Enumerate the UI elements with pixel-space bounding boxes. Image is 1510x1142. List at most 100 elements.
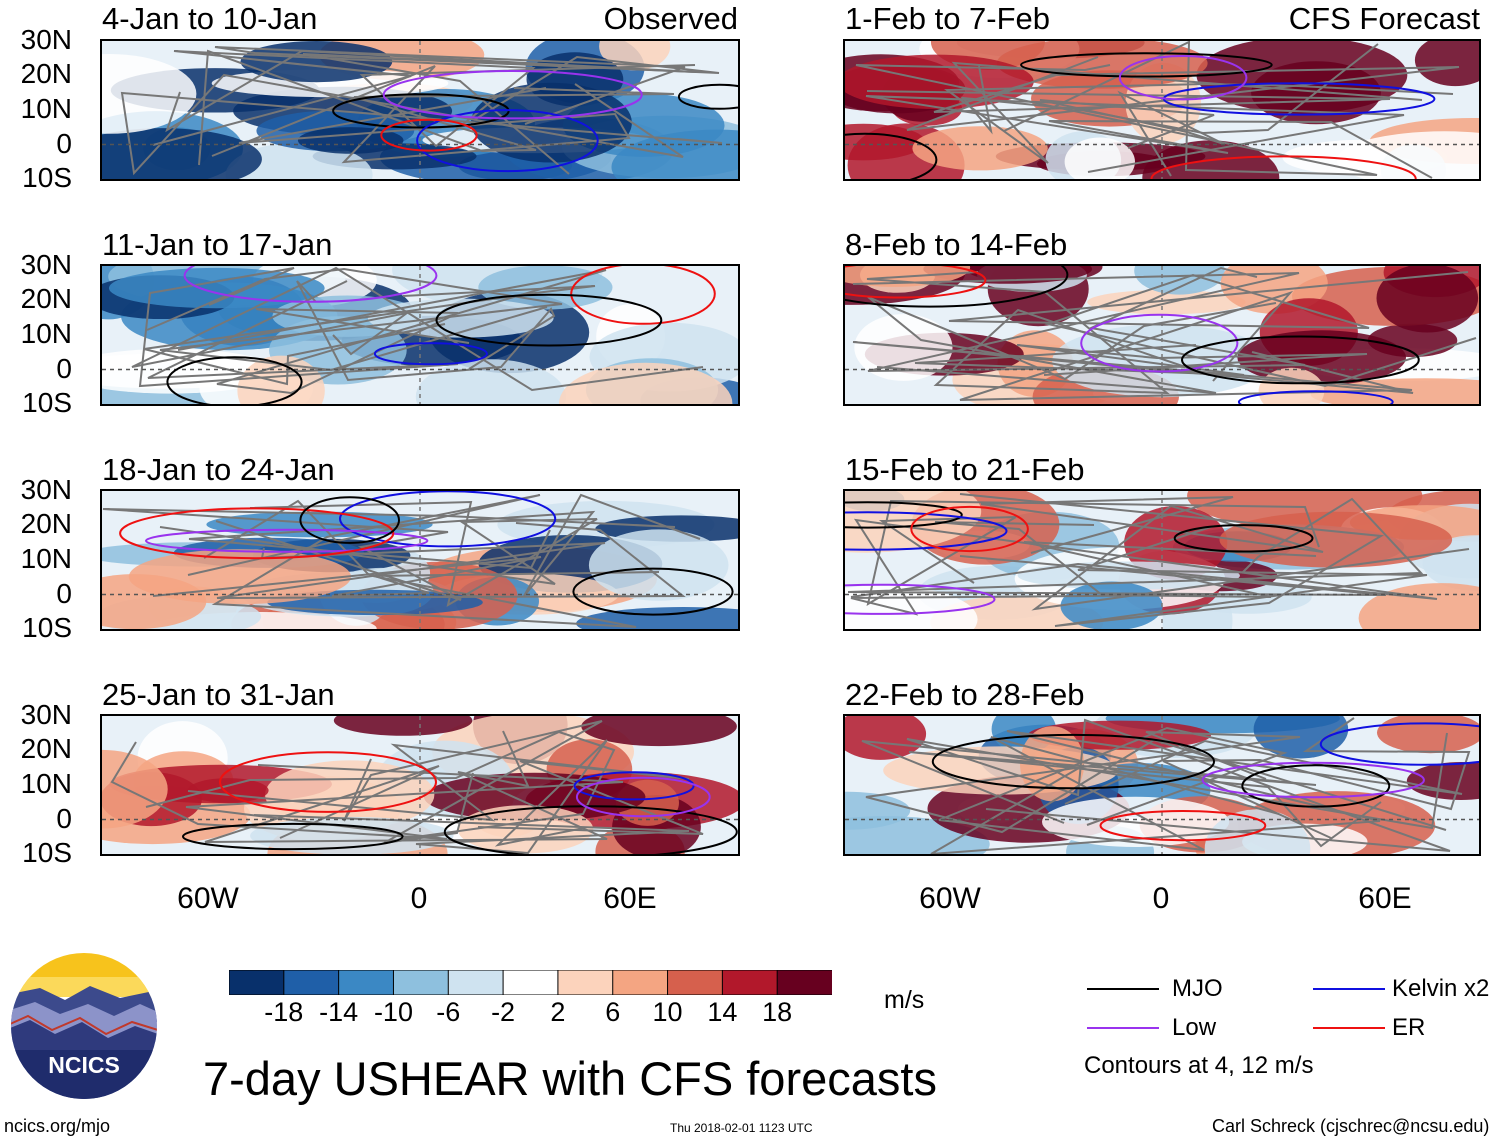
lon-label-left-60w: 60W [177, 882, 239, 915]
contour-note: Contours at 4, 12 m/s [1084, 1052, 1314, 1079]
wave-contour [845, 501, 963, 529]
shear-anomaly-blob [1377, 716, 1479, 754]
wave-contour [845, 132, 938, 179]
coastline [188, 493, 701, 597]
coastline [980, 496, 1470, 611]
coastline [865, 95, 1433, 179]
wave-contour [1201, 761, 1425, 799]
map-panel-obs-1 [100, 39, 740, 181]
lat-label: 10N [20, 318, 72, 349]
map-panel-obs-3 [100, 489, 740, 631]
lat-label: 30N [20, 24, 72, 55]
coastline [296, 280, 556, 382]
ncics-logo: NCICS [10, 952, 158, 1100]
colorbar-tick-label: -6 [436, 997, 461, 1027]
coastline [866, 499, 1320, 607]
colorbar-tick-label: 6 [605, 997, 621, 1027]
coastline [253, 739, 690, 854]
shear-anomaly-blob [250, 816, 454, 854]
wave-contour [435, 293, 663, 347]
shear-anomaly-blob [1060, 581, 1163, 629]
wave-contour [373, 342, 488, 366]
wave-contour [845, 511, 1008, 551]
coastline [959, 493, 1428, 627]
column-tag-cfs-forecast: CFS Forecast [1288, 1, 1480, 36]
map-panel-fcst-1 [843, 39, 1481, 181]
coastline [1162, 717, 1471, 839]
colorbar-swatch [502, 969, 559, 996]
wave-contour [166, 356, 303, 404]
colorbar-tick-label: -18 [264, 997, 304, 1027]
coastline [855, 41, 1378, 176]
lat-label: 20N [20, 508, 72, 539]
wave-contour [1173, 524, 1314, 553]
lat-label: 10S [22, 162, 72, 193]
lat-label: 10S [22, 612, 72, 643]
shear-anomaly-blob [559, 362, 733, 404]
coastline [852, 290, 1414, 401]
shear-anomaly-blob [1376, 266, 1479, 333]
colorbar-swatch [721, 969, 779, 996]
coastline [152, 499, 542, 597]
map-panel-fcst-4 [843, 714, 1481, 856]
wave-contour [1241, 764, 1391, 808]
coastline [852, 266, 1306, 372]
wave-contour [145, 528, 429, 553]
footer-author: Carl Schreck (cjschrec@ncsu.edu) [1212, 1116, 1490, 1136]
lon-label-right-60w: 60W [919, 882, 981, 915]
colorbar-swatch [447, 969, 505, 996]
coastline [198, 49, 675, 166]
colorbar-swatch [612, 969, 669, 996]
lat-label: 20N [20, 733, 72, 764]
coastline [866, 271, 1210, 395]
legend-label-er: ER [1392, 1014, 1426, 1041]
coastline [102, 508, 676, 601]
lat-label: 30N [20, 474, 72, 505]
coastline [165, 49, 697, 175]
legend-label-low: Low [1172, 1014, 1217, 1041]
shear-anomaly-blob [367, 298, 554, 338]
lon-label-left-60e: 60E [603, 882, 657, 915]
wave-contour [572, 567, 734, 616]
wave-contour [1080, 313, 1239, 373]
figure-title: 7-day USHEAR with CFS forecasts [203, 1052, 937, 1105]
coastline [211, 65, 631, 164]
coastline [861, 740, 1382, 848]
colorbar-swatch [283, 969, 340, 996]
colorbar [228, 969, 833, 996]
lat-label: 0 [56, 353, 72, 384]
lat-label: 20N [20, 58, 72, 89]
coastline [214, 46, 720, 125]
coastline [944, 61, 1454, 164]
coastline [131, 266, 704, 392]
shear-anomaly-blob [1017, 561, 1240, 590]
shear-anomaly-blob [1258, 367, 1325, 404]
footer-timestamp: Thu 2018-02-01 1123 UTC [670, 1121, 813, 1135]
colorbar-tick-label: -14 [319, 997, 359, 1027]
colorbar-swatch [667, 969, 724, 996]
coastline [177, 269, 607, 395]
shear-anomaly-blob [267, 589, 483, 616]
map-panel-fcst-3 [843, 489, 1481, 631]
panel-title-obs-2: 11-Jan to 17-Jan [102, 227, 333, 262]
wave-contour [416, 109, 599, 173]
colorbar-swatch [338, 969, 395, 996]
map-panel-obs-2 [100, 264, 740, 406]
coastline [866, 56, 1460, 131]
shear-anomaly-blob [128, 549, 351, 605]
lat-label: 10S [22, 387, 72, 418]
coastline [159, 500, 598, 608]
coastline [847, 497, 1424, 596]
coastline [906, 718, 1451, 852]
coastline [850, 518, 1438, 616]
colorbar-swatch [392, 969, 450, 996]
coastline [938, 726, 1288, 851]
map-panel-fcst-2 [843, 264, 1481, 406]
wave-contour [575, 776, 711, 818]
colorbar-tick-label: 2 [550, 997, 566, 1027]
lat-label: 0 [56, 128, 72, 159]
wave-contour [182, 822, 404, 851]
column-tag-observed: Observed [603, 1, 738, 36]
colorbar-tick-label: 14 [707, 997, 738, 1027]
wave-contour [219, 751, 437, 813]
